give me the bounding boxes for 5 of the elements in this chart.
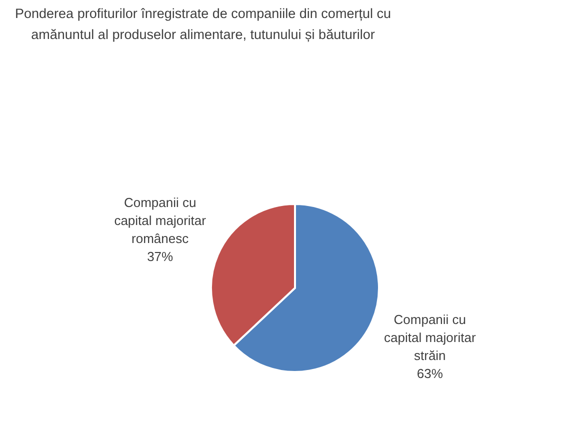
data-label: 37% — [147, 249, 174, 264]
slice-label: Companii cu capital majoritar românesc — [114, 195, 207, 246]
chart-title: Ponderea profiturilor înregistrate de companiile din comerțul cu amănuntul al produselor alimentare, tutunului și băuturilor — [15, 6, 391, 42]
slice-label: Companii cu capital majoritar străin — [384, 312, 476, 363]
data-label: 63% — [416, 366, 444, 381]
